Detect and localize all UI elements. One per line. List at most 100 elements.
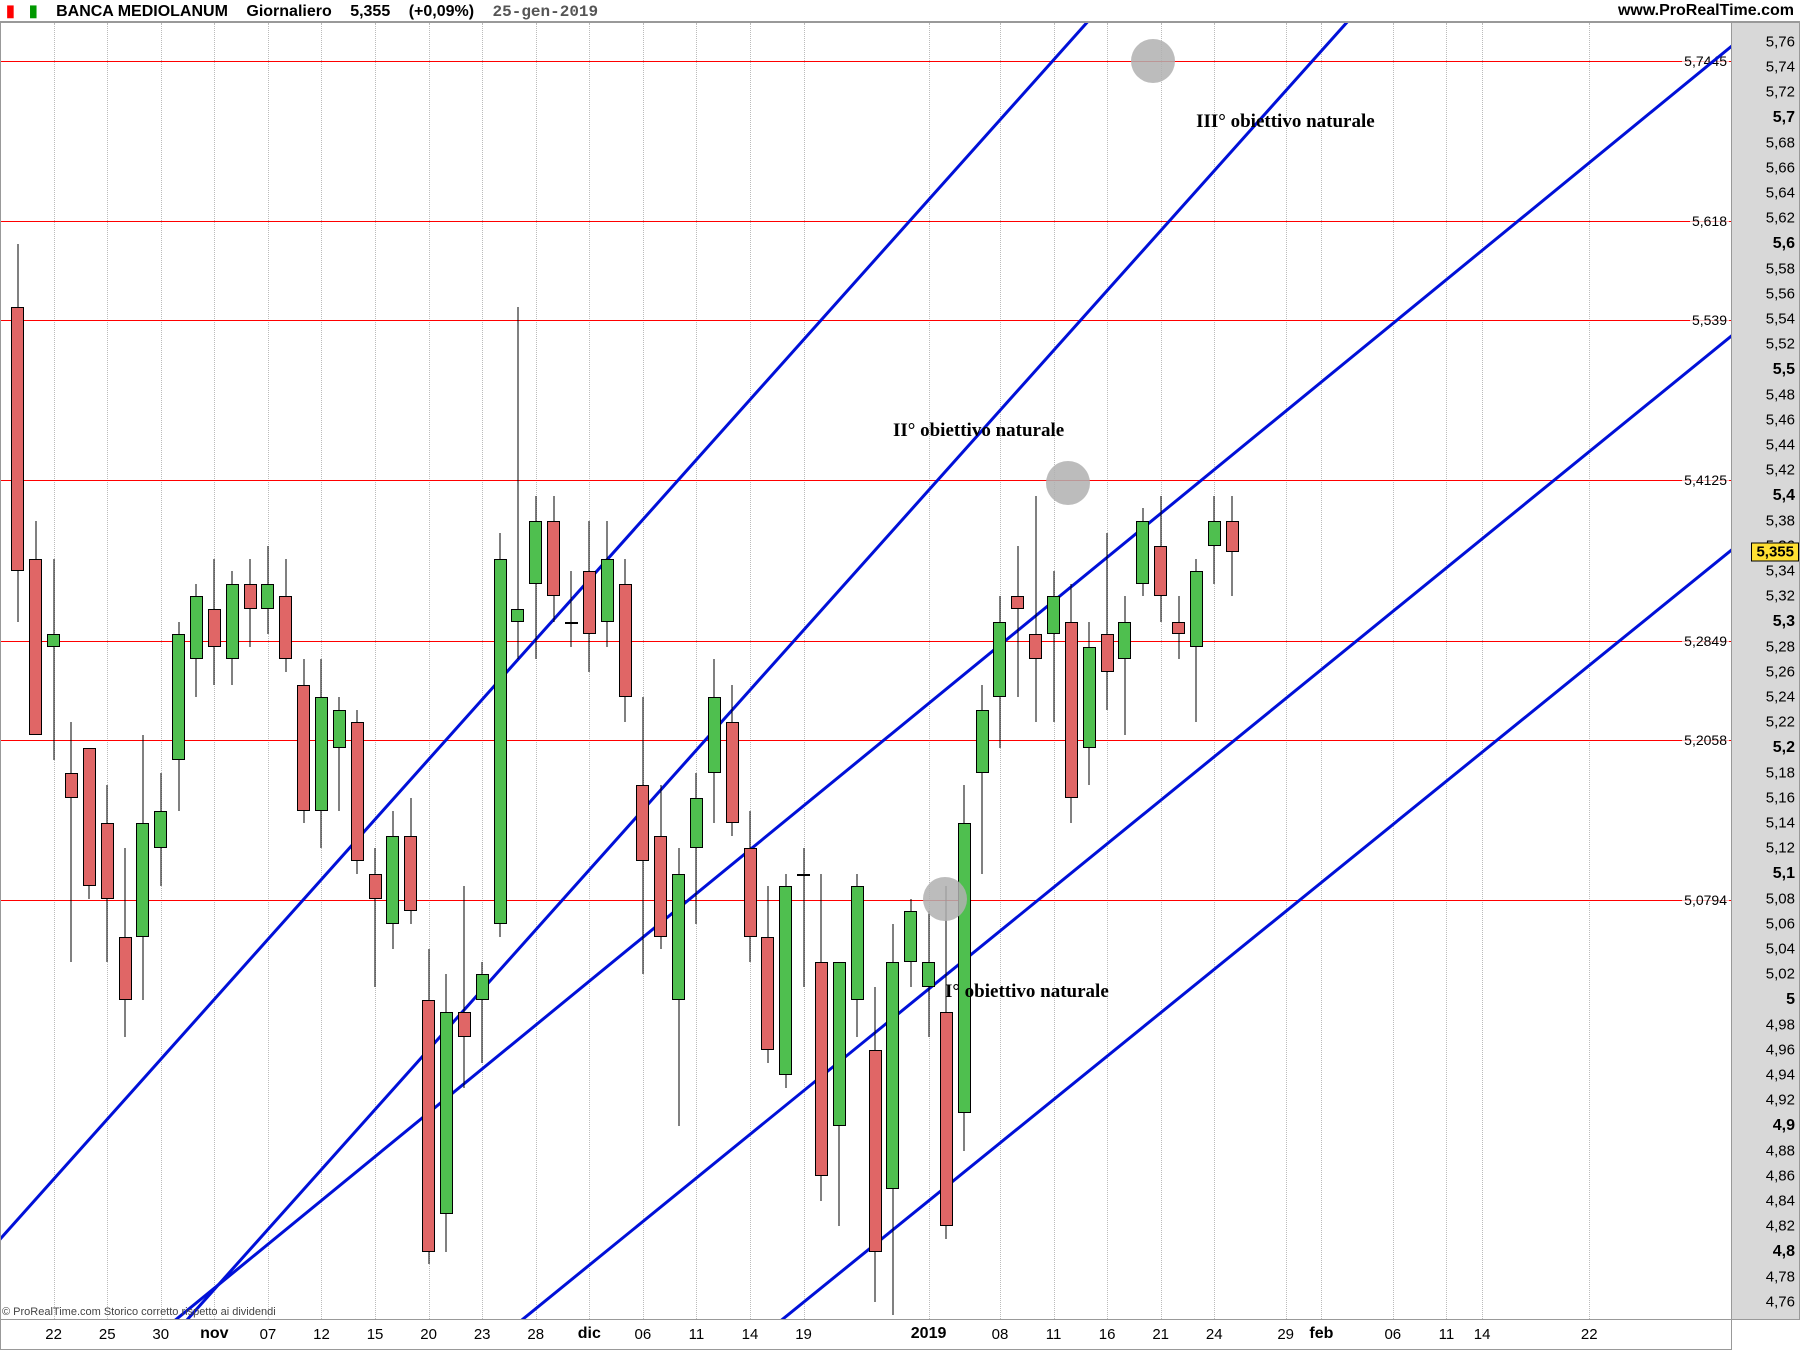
- candlestick[interactable]: [349, 23, 366, 1320]
- candlestick[interactable]: [545, 23, 562, 1320]
- candlestick[interactable]: [884, 23, 901, 1320]
- candlestick[interactable]: [456, 23, 473, 1320]
- candlestick[interactable]: [295, 23, 312, 1320]
- candlestick[interactable]: [1206, 23, 1223, 1320]
- x-tick: 22: [1581, 1326, 1598, 1343]
- candlestick[interactable]: [27, 23, 44, 1320]
- candlestick[interactable]: [402, 23, 419, 1320]
- candlestick[interactable]: [706, 23, 723, 1320]
- target-marker-icon: [1131, 39, 1175, 83]
- candlestick[interactable]: [509, 23, 526, 1320]
- candlestick[interactable]: [652, 23, 669, 1320]
- candlestick[interactable]: [956, 23, 973, 1320]
- candlestick[interactable]: [134, 23, 151, 1320]
- candle-body: [279, 596, 292, 659]
- candlestick[interactable]: [938, 23, 955, 1320]
- candlestick[interactable]: [1063, 23, 1080, 1320]
- candlestick[interactable]: [1081, 23, 1098, 1320]
- candlestick[interactable]: [331, 23, 348, 1320]
- candle-body: [869, 1050, 882, 1252]
- candlestick[interactable]: [795, 23, 812, 1320]
- candlestick[interactable]: [313, 23, 330, 1320]
- x-tick: 07: [260, 1326, 277, 1343]
- candlestick[interactable]: [777, 23, 794, 1320]
- candlestick[interactable]: [224, 23, 241, 1320]
- candlestick[interactable]: [277, 23, 294, 1320]
- candlestick[interactable]: [45, 23, 62, 1320]
- candle-body: [761, 937, 774, 1050]
- candlestick[interactable]: [188, 23, 205, 1320]
- candlestick[interactable]: [527, 23, 544, 1320]
- candlestick[interactable]: [206, 23, 223, 1320]
- candlestick[interactable]: [474, 23, 491, 1320]
- candlestick[interactable]: [759, 23, 776, 1320]
- candle-body: [529, 521, 542, 584]
- candlestick[interactable]: [813, 23, 830, 1320]
- candlestick[interactable]: [367, 23, 384, 1320]
- candlestick[interactable]: [991, 23, 1008, 1320]
- candle-icon: ▮: [6, 3, 15, 20]
- candlestick[interactable]: [617, 23, 634, 1320]
- candlestick[interactable]: [974, 23, 991, 1320]
- x-tick: 20: [420, 1326, 437, 1343]
- candlestick[interactable]: [99, 23, 116, 1320]
- candlestick[interactable]: [170, 23, 187, 1320]
- y-tick: 5,54: [1766, 311, 1795, 328]
- candlestick[interactable]: [1045, 23, 1062, 1320]
- candle-body: [565, 622, 578, 624]
- candle-body: [1083, 647, 1096, 748]
- candlestick[interactable]: [9, 23, 26, 1320]
- candlestick[interactable]: [117, 23, 134, 1320]
- candle-body: [1101, 634, 1114, 672]
- candlestick[interactable]: [1188, 23, 1205, 1320]
- candlestick[interactable]: [438, 23, 455, 1320]
- candlestick[interactable]: [849, 23, 866, 1320]
- candle-body: [261, 584, 274, 609]
- candlestick[interactable]: [688, 23, 705, 1320]
- candlestick[interactable]: [724, 23, 741, 1320]
- y-tick: 4,76: [1766, 1294, 1795, 1311]
- candlestick[interactable]: [920, 23, 937, 1320]
- candlestick[interactable]: [152, 23, 169, 1320]
- candlestick[interactable]: [867, 23, 884, 1320]
- candlestick[interactable]: [242, 23, 259, 1320]
- candlestick[interactable]: [1152, 23, 1169, 1320]
- candle-body: [1226, 521, 1239, 553]
- candlestick[interactable]: [1009, 23, 1026, 1320]
- candlestick[interactable]: [81, 23, 98, 1320]
- candlestick[interactable]: [492, 23, 509, 1320]
- candlestick[interactable]: [1134, 23, 1151, 1320]
- candlestick[interactable]: [1170, 23, 1187, 1320]
- y-tick: 5,68: [1766, 134, 1795, 151]
- candlestick[interactable]: [563, 23, 580, 1320]
- candlestick[interactable]: [742, 23, 759, 1320]
- x-tick: 19: [795, 1326, 812, 1343]
- y-tick: 5,18: [1766, 764, 1795, 781]
- candle-body: [690, 798, 703, 848]
- candle-wick: [1124, 596, 1125, 735]
- candle-body: [404, 836, 417, 912]
- chart-plot-area[interactable]: 5,74455,6185,5395,41255,28495,20585,0794…: [0, 22, 1732, 1320]
- candlestick[interactable]: [902, 23, 919, 1320]
- candlestick[interactable]: [670, 23, 687, 1320]
- candlestick[interactable]: [1224, 23, 1241, 1320]
- candlestick[interactable]: [634, 23, 651, 1320]
- candlestick[interactable]: [1099, 23, 1116, 1320]
- candlestick[interactable]: [259, 23, 276, 1320]
- candlestick[interactable]: [384, 23, 401, 1320]
- candlestick[interactable]: [1027, 23, 1044, 1320]
- candlestick[interactable]: [831, 23, 848, 1320]
- candle-wick: [517, 307, 518, 660]
- candlestick[interactable]: [599, 23, 616, 1320]
- x-tick: 14: [1474, 1326, 1491, 1343]
- candle-icon-up: ▮: [29, 3, 38, 20]
- candlestick[interactable]: [1116, 23, 1133, 1320]
- x-tick: 23: [474, 1326, 491, 1343]
- candlestick[interactable]: [63, 23, 80, 1320]
- candlestick[interactable]: [420, 23, 437, 1320]
- candle-body: [440, 1012, 453, 1214]
- x-tick: 25: [99, 1326, 116, 1343]
- y-tick: 4,86: [1766, 1168, 1795, 1185]
- candlestick[interactable]: [581, 23, 598, 1320]
- candle-body: [1118, 622, 1131, 660]
